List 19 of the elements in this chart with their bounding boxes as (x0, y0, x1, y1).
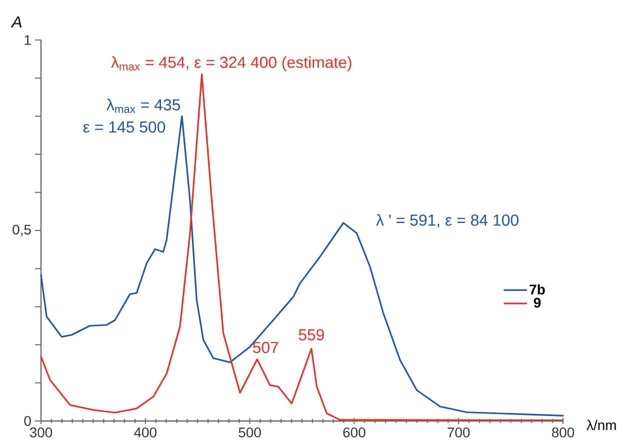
annotation: λ$_{max}$ = 454, ε = 324 400 (estimate) (111, 56, 352, 72)
x-tick-label: 400 (134, 428, 156, 438)
y-tick-label: 1 (24, 35, 31, 45)
annotation: λ$_{max}$ = 435 (106, 98, 180, 113)
y-axis-title: A (10, 16, 22, 28)
annotation: λ ' = 591, ε = 84 100 (376, 214, 518, 228)
x-tick-label: 800 (552, 428, 574, 438)
annotation: ε = 145 500 (83, 121, 166, 133)
y-tick-label: 0 (24, 416, 31, 426)
x-tick-label: 500 (238, 428, 261, 438)
x-tick-label: 300 (30, 428, 52, 438)
legend-label: 9 (534, 298, 541, 308)
x-tick-label: 700 (448, 428, 470, 438)
annotation: 559 (298, 329, 324, 340)
x-axis-title: λ/nm (586, 420, 616, 430)
legend-label: 7b (530, 284, 545, 294)
annotation: 507 (252, 342, 278, 354)
x-tick-label: 600 (343, 428, 366, 438)
y-tick-label: 0,5 (12, 224, 31, 236)
